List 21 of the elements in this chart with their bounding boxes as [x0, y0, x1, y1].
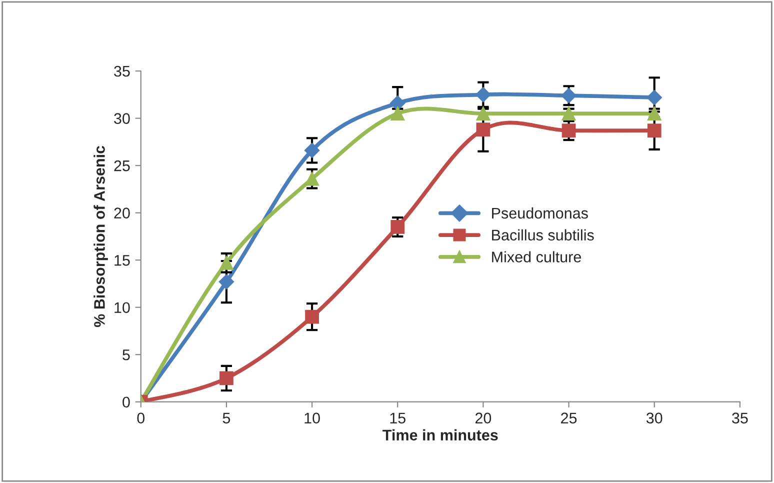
x-axis-title: Time in minutes: [382, 429, 498, 441]
y-tick-label: 20: [114, 208, 130, 218]
y-tick-label: 10: [114, 302, 130, 314]
x-tick-label: 30: [646, 412, 662, 424]
y-axis-title: % Biosorption of Arsenic: [94, 146, 108, 328]
x-tick-label: 5: [222, 412, 230, 424]
x-tick-label: 35: [732, 412, 748, 424]
x-tick-label: 25: [561, 412, 577, 424]
x-tick-label: 20: [475, 412, 492, 424]
x-tick-label: 10: [304, 412, 320, 424]
y-tick-label: 5: [122, 350, 130, 360]
x-tick-label: 0: [137, 412, 145, 424]
y-tick-label: 35: [114, 66, 130, 77]
y-tick-label: 15: [114, 255, 130, 266]
legend-label: Bacillus subtilis: [492, 229, 594, 241]
y-tick-label: 0: [122, 396, 130, 408]
y-tick-label: 25: [114, 160, 130, 172]
y-tick-label: 30: [114, 113, 130, 124]
legend-label: Pseudomonas: [492, 207, 588, 219]
legend-label: Mixed culture: [492, 251, 581, 262]
x-tick-label: 15: [390, 412, 406, 424]
